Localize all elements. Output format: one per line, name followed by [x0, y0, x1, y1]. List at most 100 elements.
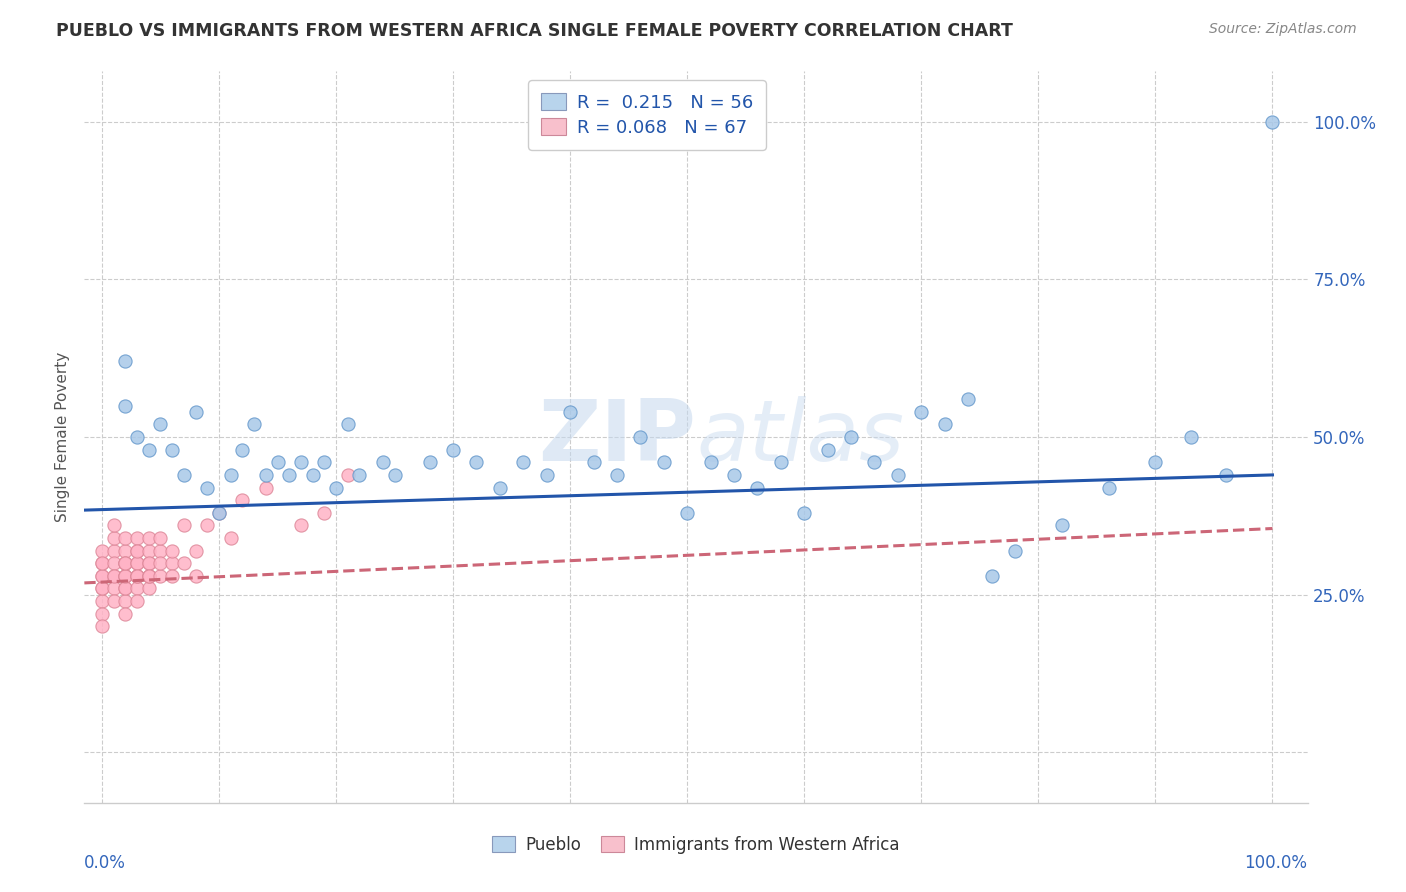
Point: [1261, 115, 1284, 129]
Point: [149, 531, 172, 545]
Point: [149, 569, 172, 583]
Point: [160, 543, 183, 558]
Point: [114, 556, 136, 570]
Point: [90, 607, 112, 621]
Point: [103, 518, 125, 533]
Text: PUEBLO VS IMMIGRANTS FROM WESTERN AFRICA SINGLE FEMALE POVERTY CORRELATION CHART: PUEBLO VS IMMIGRANTS FROM WESTERN AFRICA…: [56, 22, 1014, 40]
Point: [125, 556, 148, 570]
Point: [90, 543, 112, 558]
Text: 100.0%: 100.0%: [1244, 854, 1308, 872]
Point: [676, 506, 699, 520]
Point: [934, 417, 956, 432]
Point: [863, 455, 886, 469]
Point: [1004, 543, 1026, 558]
Point: [125, 582, 148, 596]
Point: [747, 481, 769, 495]
Point: [957, 392, 980, 407]
Point: [103, 582, 125, 596]
Point: [125, 569, 148, 583]
Text: ZIP: ZIP: [538, 395, 696, 479]
Text: 0.0%: 0.0%: [84, 854, 127, 872]
Point: [114, 569, 136, 583]
Point: [125, 531, 148, 545]
Point: [173, 556, 195, 570]
Point: [1144, 455, 1167, 469]
Point: [582, 455, 605, 469]
Point: [266, 455, 288, 469]
Point: [652, 455, 675, 469]
Point: [910, 405, 932, 419]
Point: [231, 493, 253, 508]
Point: [208, 506, 231, 520]
Point: [90, 569, 112, 583]
Point: [980, 569, 1002, 583]
Point: [290, 455, 312, 469]
Point: [839, 430, 862, 444]
Point: [301, 467, 323, 482]
Point: [90, 569, 112, 583]
Point: [536, 467, 558, 482]
Point: [173, 467, 195, 482]
Point: [419, 455, 441, 469]
Point: [184, 405, 207, 419]
Point: [441, 442, 464, 457]
Point: [138, 531, 160, 545]
Point: [769, 455, 792, 469]
Point: [195, 518, 218, 533]
Point: [699, 455, 721, 469]
Point: [114, 354, 136, 368]
Point: [90, 594, 112, 608]
Point: [336, 417, 359, 432]
Point: [290, 518, 312, 533]
Point: [184, 569, 207, 583]
Y-axis label: Single Female Poverty: Single Female Poverty: [55, 352, 70, 522]
Point: [606, 467, 628, 482]
Point: [254, 467, 277, 482]
Point: [384, 467, 406, 482]
Point: [1180, 430, 1202, 444]
Point: [125, 569, 148, 583]
Point: [90, 556, 112, 570]
Point: [149, 417, 172, 432]
Point: [103, 556, 125, 570]
Point: [103, 531, 125, 545]
Text: Source: ZipAtlas.com: Source: ZipAtlas.com: [1209, 22, 1357, 37]
Point: [219, 531, 242, 545]
Point: [125, 543, 148, 558]
Point: [208, 506, 231, 520]
Point: [114, 607, 136, 621]
Point: [243, 417, 266, 432]
Point: [149, 543, 172, 558]
Point: [125, 594, 148, 608]
Point: [90, 582, 112, 596]
Point: [1097, 481, 1119, 495]
Point: [160, 442, 183, 457]
Point: [114, 569, 136, 583]
Point: [125, 569, 148, 583]
Point: [114, 399, 136, 413]
Point: [138, 569, 160, 583]
Point: [114, 543, 136, 558]
Point: [489, 481, 512, 495]
Point: [314, 455, 336, 469]
Point: [149, 556, 172, 570]
Point: [114, 556, 136, 570]
Point: [336, 467, 359, 482]
Point: [138, 582, 160, 596]
Point: [138, 543, 160, 558]
Point: [219, 467, 242, 482]
Point: [371, 455, 394, 469]
Point: [278, 467, 301, 482]
Point: [90, 619, 112, 633]
Point: [195, 481, 218, 495]
Point: [114, 556, 136, 570]
Text: atlas: atlas: [696, 395, 904, 479]
Point: [90, 556, 112, 570]
Point: [160, 556, 183, 570]
Point: [184, 543, 207, 558]
Point: [114, 582, 136, 596]
Point: [465, 455, 488, 469]
Point: [349, 467, 371, 482]
Point: [90, 582, 112, 596]
Point: [628, 430, 651, 444]
